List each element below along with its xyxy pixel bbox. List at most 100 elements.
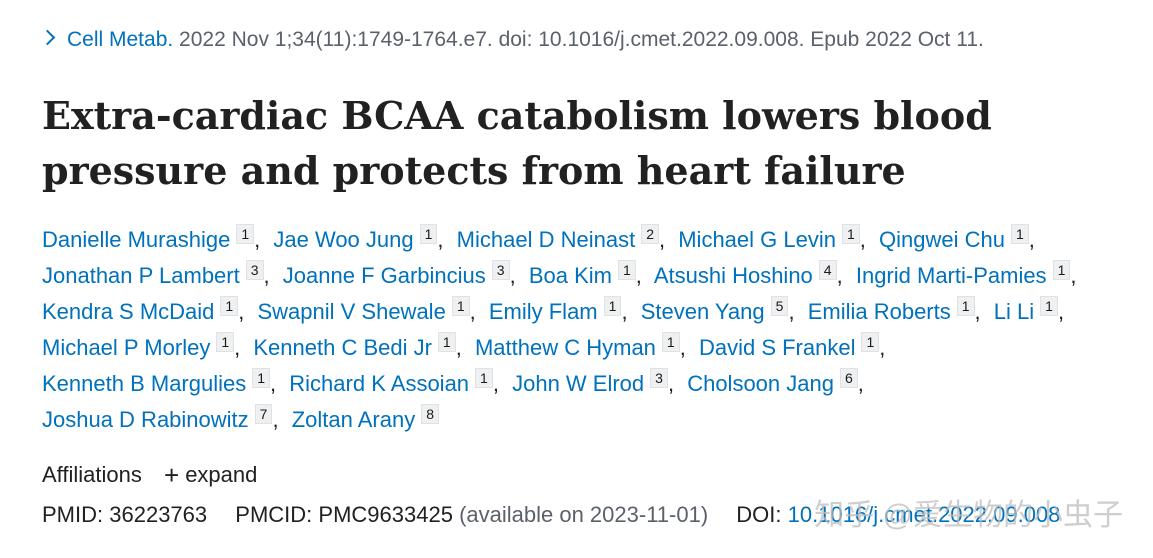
affiliation-badge[interactable]: 1	[236, 224, 255, 244]
affiliation-badge[interactable]: 1	[841, 224, 860, 244]
author-line: Kenneth B Margulies 1, Richard K Assoian 1…	[42, 366, 1132, 402]
affiliation-badge[interactable]: 1	[475, 368, 493, 388]
author-name-link[interactable]: Michael G Levin	[678, 227, 836, 252]
author-name-link[interactable]: Swapnil V Shewale	[257, 299, 446, 324]
author-name-link[interactable]: Michael D Neinast	[456, 227, 636, 252]
author-name-link[interactable]: Kenneth C Bedi Jr	[253, 335, 432, 360]
author-entry: Kenneth B Margulies 1,	[42, 368, 283, 396]
affiliation-badge[interactable]: 1	[419, 224, 438, 244]
author-entry: Emily Flam 1,	[488, 296, 635, 324]
author-separator: ,	[859, 227, 866, 252]
author-name-link[interactable]: Qingwei Chu	[879, 227, 1005, 252]
pmid-label: PMID:	[42, 502, 104, 527]
author-name-link[interactable]: Jonathan P Lambert	[42, 263, 240, 288]
author-entry: Richard K Assoian 1,	[289, 368, 506, 396]
author-separator: ,	[437, 227, 444, 252]
watermark: 知乎 @爱生物的小虫子	[814, 499, 1123, 532]
affiliation-badge[interactable]: 1	[661, 332, 680, 352]
author-name-link[interactable]: John W Elrod	[512, 371, 645, 396]
author-name-link[interactable]: Joanne F Garbincius	[282, 263, 486, 288]
affiliation-badge[interactable]: 7	[254, 404, 273, 424]
affiliation-badge[interactable]: 1	[252, 368, 271, 388]
author-name-link[interactable]: Joshua D Rabinowitz	[42, 407, 249, 432]
author-name-link[interactable]: Jae Woo Jung	[273, 227, 414, 252]
author-name-link[interactable]: Kendra S McDaid	[42, 299, 215, 324]
author-name-link[interactable]: Matthew C Hyman	[474, 335, 656, 360]
affiliation-badge[interactable]: 1	[956, 296, 975, 316]
author-entry: Qingwei Chu 1,	[879, 224, 1042, 252]
author-name-link[interactable]: Kenneth B Margulies	[42, 371, 247, 396]
author-separator: ,	[1070, 263, 1077, 288]
author-entry: Michael G Levin 1,	[678, 224, 873, 252]
author-name-link[interactable]: Li Li	[993, 299, 1035, 324]
affiliation-badge[interactable]: 2	[641, 224, 659, 244]
affiliation-badge[interactable]: 1	[451, 296, 470, 316]
affiliation-badge[interactable]: 6	[839, 368, 858, 388]
author-name-link[interactable]: Boa Kim	[528, 263, 612, 288]
author-entry: Emilia Roberts 1,	[807, 296, 988, 324]
author-name-link[interactable]: Atsushi Hoshino	[653, 263, 813, 288]
author-separator: ,	[492, 371, 499, 396]
author-name-link[interactable]: Emilia Roberts	[807, 299, 951, 324]
author-entry: Kendra S McDaid 1,	[42, 296, 251, 324]
affiliation-badge[interactable]: 1	[437, 332, 456, 352]
affiliation-badge[interactable]: 1	[1040, 296, 1058, 316]
author-entry: Kenneth C Bedi Jr 1,	[253, 332, 468, 360]
author-entry: Jonathan P Lambert 3,	[42, 260, 277, 288]
author-entry: Michael P Morley 1,	[42, 332, 247, 360]
author-name-link[interactable]: Steven Yang	[640, 299, 765, 324]
author-name-link[interactable]: Michael P Morley	[42, 335, 211, 360]
affiliation-badge[interactable]: 3	[491, 260, 510, 280]
pmcid-value: PMC9633425	[318, 502, 453, 527]
author-entry: Cholsoon Jang 6,	[687, 368, 871, 396]
author-separator: ,	[679, 335, 686, 360]
author-separator: ,	[455, 335, 462, 360]
doi-link[interactable]: 10.1016/j.cmet.2022.09.008	[787, 502, 1061, 527]
author-entry: Atsushi Hoshino 4,	[653, 260, 850, 288]
author-entry: Steven Yang 5,	[640, 296, 802, 324]
author-entry: Danielle Murashige 1,	[42, 224, 267, 252]
author-entry: John W Elrod 3,	[512, 368, 681, 396]
expand-label: expand	[185, 462, 258, 487]
author-separator: ,	[621, 299, 628, 324]
affiliation-badge[interactable]: 1	[603, 296, 622, 316]
affiliation-badge[interactable]: 1	[1052, 260, 1071, 280]
affiliation-badge[interactable]: 3	[650, 368, 668, 388]
author-separator: ,	[635, 263, 642, 288]
author-name-link[interactable]: Zoltan Arany	[291, 407, 416, 432]
author-entry: Swapnil V Shewale 1,	[257, 296, 482, 324]
author-line: Danielle Murashige 1, Jae Woo Jung 1, Mich…	[42, 222, 1132, 258]
author-separator: ,	[1028, 227, 1035, 252]
author-name-link[interactable]: Danielle Murashige	[42, 227, 231, 252]
author-entry: Joanne F Garbincius 3,	[282, 260, 523, 288]
author-name-link[interactable]: Richard K Assoian	[289, 371, 470, 396]
author-name-link[interactable]: Cholsoon Jang	[687, 371, 834, 396]
affiliation-badge[interactable]: 3	[245, 260, 264, 280]
author-separator: ,	[879, 335, 886, 360]
pmid-value: 36223763	[109, 502, 208, 527]
affiliation-badge[interactable]: 4	[818, 260, 837, 280]
author-separator: ,	[788, 299, 795, 324]
affiliation-badge[interactable]: 1	[216, 332, 235, 352]
author-entry: Boa Kim 1,	[528, 260, 649, 288]
author-separator: ,	[469, 299, 476, 324]
affiliation-badge[interactable]: 8	[421, 404, 440, 424]
author-separator: ,	[658, 227, 666, 252]
author-separator: ,	[509, 263, 516, 288]
author-separator: ,	[974, 299, 981, 324]
expand-affiliations-button[interactable]: + expand	[164, 460, 258, 490]
affiliation-badge[interactable]: 1	[220, 296, 239, 316]
affiliation-badge[interactable]: 1	[861, 332, 880, 352]
author-separator: ,	[263, 263, 270, 288]
affiliation-badge[interactable]: 1	[617, 260, 636, 280]
affiliation-badge[interactable]: 1	[1010, 224, 1029, 244]
author-entry: Zoltan Arany 8	[291, 404, 440, 432]
author-separator: ,	[272, 407, 279, 432]
affiliations-label: Affiliations	[42, 462, 142, 487]
chevron-right-icon[interactable]	[39, 29, 56, 46]
author-name-link[interactable]: Ingrid Marti-Pamies	[855, 263, 1047, 288]
author-name-link[interactable]: David S Frankel	[698, 335, 856, 360]
author-name-link[interactable]: Emily Flam	[488, 299, 598, 324]
affiliation-badge[interactable]: 5	[770, 296, 789, 316]
journal-link[interactable]: Cell Metab.	[67, 28, 174, 51]
